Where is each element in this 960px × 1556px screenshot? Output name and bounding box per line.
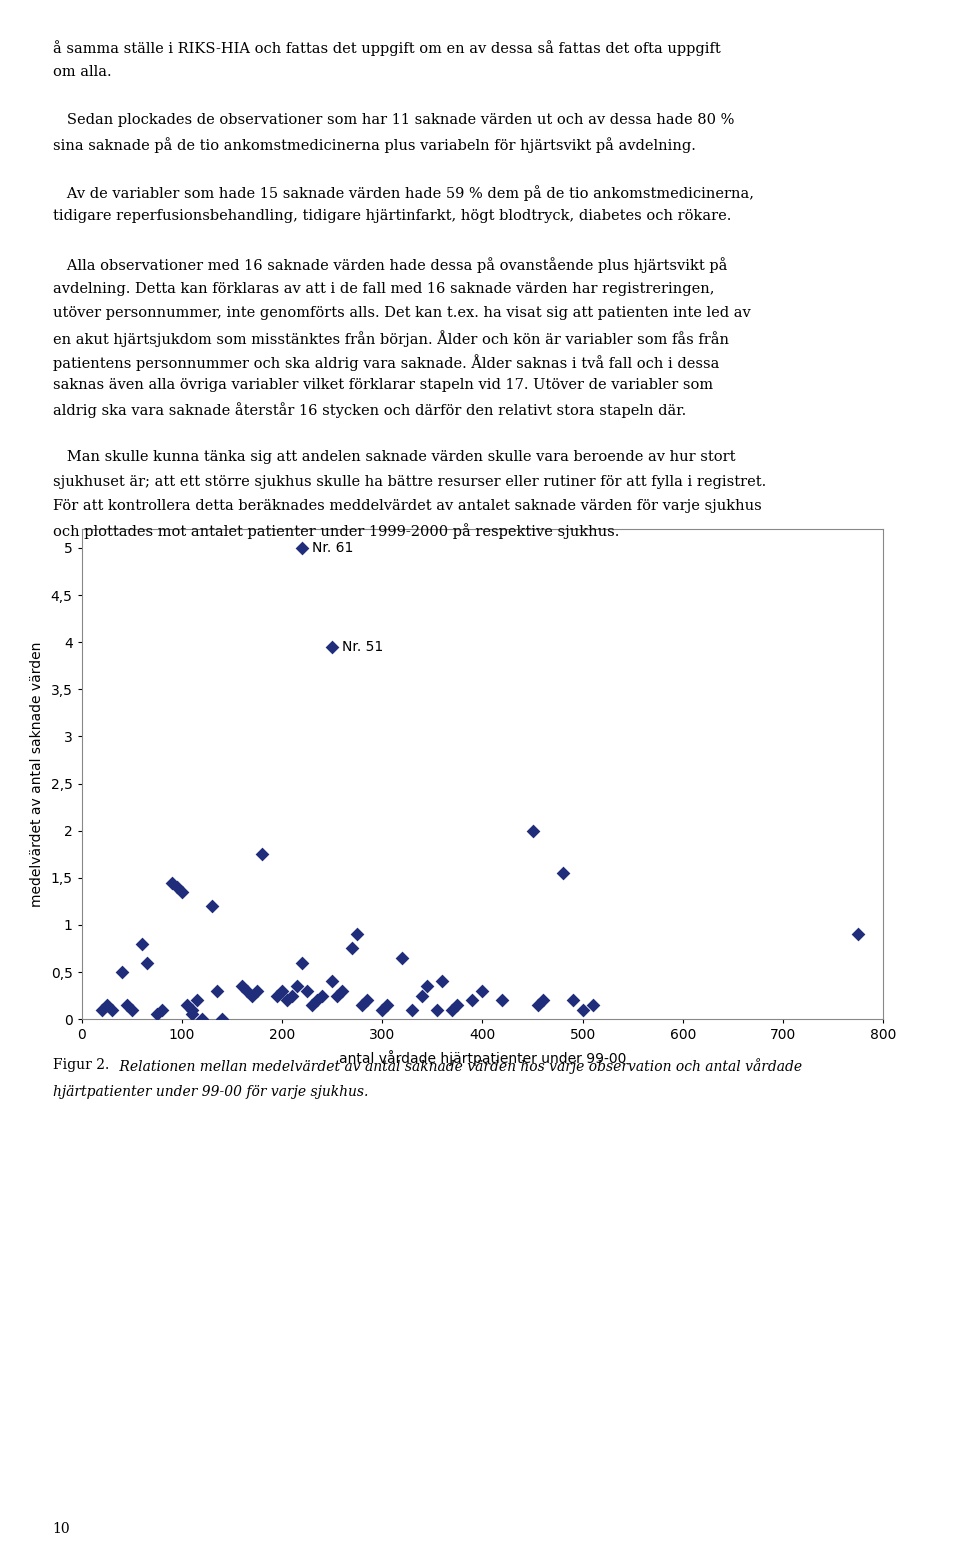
Point <box>149 1002 164 1027</box>
Point <box>535 988 550 1013</box>
Point <box>374 997 390 1022</box>
Text: 10: 10 <box>53 1522 70 1536</box>
Point <box>284 983 300 1008</box>
Point <box>214 1007 229 1032</box>
Point <box>154 997 169 1022</box>
Point <box>139 951 155 976</box>
Point <box>475 979 491 1004</box>
Point <box>114 960 130 985</box>
Point <box>250 979 265 1004</box>
Point <box>94 997 109 1022</box>
Point <box>564 988 580 1013</box>
Point <box>180 993 195 1018</box>
X-axis label: antal vårdade hjärtpatienter under 99-00: antal vårdade hjärtpatienter under 99-00 <box>339 1050 626 1066</box>
Point <box>379 993 395 1018</box>
Point <box>494 988 510 1013</box>
Point <box>104 997 119 1022</box>
Point <box>525 818 540 843</box>
Point <box>124 997 139 1022</box>
Point <box>585 993 600 1018</box>
Point <box>275 979 290 1004</box>
Text: Figur 2.: Figur 2. <box>53 1058 109 1072</box>
Text: Man skulle kunna tänka sig att andelen saknade värden skulle vara beroende av hu: Man skulle kunna tänka sig att andelen s… <box>53 451 735 464</box>
Point <box>239 979 254 1004</box>
Point <box>309 988 324 1013</box>
Point <box>324 969 340 994</box>
Point <box>444 997 460 1022</box>
Point <box>334 979 349 1004</box>
Point <box>204 893 220 918</box>
Text: Nr. 51: Nr. 51 <box>342 640 383 654</box>
Text: Relationen mellan medelvärdet av antal saknade värden hos varje observation och : Relationen mellan medelvärdet av antal s… <box>115 1058 803 1074</box>
Text: utöver personnummer, inte genomförts alls. Det kan t.ex. ha visat sig att patien: utöver personnummer, inte genomförts all… <box>53 305 751 319</box>
Point <box>435 969 450 994</box>
Point <box>234 974 250 999</box>
Text: För att kontrollera detta beräknades meddelvärdet av antalet saknade värden för : För att kontrollera detta beräknades med… <box>53 499 761 512</box>
Point <box>244 983 259 1008</box>
Point <box>189 988 204 1013</box>
Text: Av de variabler som hade 15 saknade värden hade 59 % dem på de tio ankomstmedici: Av de variabler som hade 15 saknade värd… <box>53 185 754 201</box>
Point <box>349 921 365 946</box>
Text: och plottades mot antalet patienter under 1999-2000 på respektive sjukhus.: och plottades mot antalet patienter unde… <box>53 523 619 538</box>
Point <box>329 983 345 1008</box>
Point <box>449 993 465 1018</box>
Point <box>575 997 590 1022</box>
Text: saknas även alla övriga variabler vilket förklarar stapeln vid 17. Utöver de var: saknas även alla övriga variabler vilket… <box>53 378 713 392</box>
Point <box>359 988 374 1013</box>
Text: om alla.: om alla. <box>53 65 111 78</box>
Text: aldrig ska vara saknade återstår 16 stycken och därför den relativt stora stapel: aldrig ska vara saknade återstår 16 styc… <box>53 401 686 419</box>
Point <box>555 860 570 885</box>
Point <box>420 974 435 999</box>
Point <box>324 635 340 660</box>
Text: Alla observationer med 16 saknade värden hade dessa på ovanstående plus hjärtsvi: Alla observationer med 16 saknade värden… <box>53 258 727 274</box>
Text: patientens personnummer och ska aldrig vara saknade. Ålder saknas i två fall och: patientens personnummer och ska aldrig v… <box>53 355 719 370</box>
Y-axis label: medelvärdet av antal saknade värden: medelvärdet av antal saknade värden <box>30 641 43 907</box>
Text: sina saknade på de tio ankomstmedicinerna plus variabeln för hjärtsvikt på avdel: sina saknade på de tio ankomstmedicinern… <box>53 137 696 152</box>
Point <box>194 1007 209 1032</box>
Point <box>184 1002 200 1027</box>
Text: å samma ställe i RIKS-HIA och fattas det uppgift om en av dessa så fattas det of: å samma ställe i RIKS-HIA och fattas det… <box>53 40 721 56</box>
Point <box>404 997 420 1022</box>
Point <box>314 983 330 1008</box>
Point <box>395 946 410 971</box>
Point <box>169 874 184 899</box>
Point <box>119 993 134 1018</box>
Point <box>295 535 310 560</box>
Point <box>530 993 545 1018</box>
Point <box>345 937 360 962</box>
Point <box>209 979 225 1004</box>
Point <box>851 921 866 946</box>
Point <box>99 993 114 1018</box>
Point <box>415 983 430 1008</box>
Point <box>304 993 320 1018</box>
Point <box>354 993 370 1018</box>
Text: Nr. 61: Nr. 61 <box>312 541 353 555</box>
Point <box>134 932 150 957</box>
Text: Sedan plockades de observationer som har 11 saknade värden ut och av dessa hade : Sedan plockades de observationer som har… <box>53 114 734 126</box>
Point <box>430 997 445 1022</box>
Point <box>254 842 270 867</box>
Text: en akut hjärtsjukdom som misstänktes från början. Ålder och kön är variabler som: en akut hjärtsjukdom som misstänktes frå… <box>53 330 729 347</box>
Point <box>279 988 295 1013</box>
Text: hjärtpatienter under 99-00 för varje sjukhus.: hjärtpatienter under 99-00 för varje sju… <box>53 1085 369 1099</box>
Point <box>289 974 304 999</box>
Point <box>295 951 310 976</box>
Point <box>164 870 180 895</box>
Point <box>300 979 315 1004</box>
Point <box>184 997 200 1022</box>
Text: avdelning. Detta kan förklaras av att i de fall med 16 saknade värden har regist: avdelning. Detta kan förklaras av att i … <box>53 282 714 296</box>
Text: sjukhuset är; att ett större sjukhus skulle ha bättre resurser eller rutiner för: sjukhuset är; att ett större sjukhus sku… <box>53 475 766 489</box>
Point <box>174 879 189 904</box>
Text: tidigare reperfusionsbehandling, tidigare hjärtinfarkt, högt blodtryck, diabetes: tidigare reperfusionsbehandling, tidigar… <box>53 210 732 223</box>
Point <box>270 983 285 1008</box>
Point <box>465 988 480 1013</box>
